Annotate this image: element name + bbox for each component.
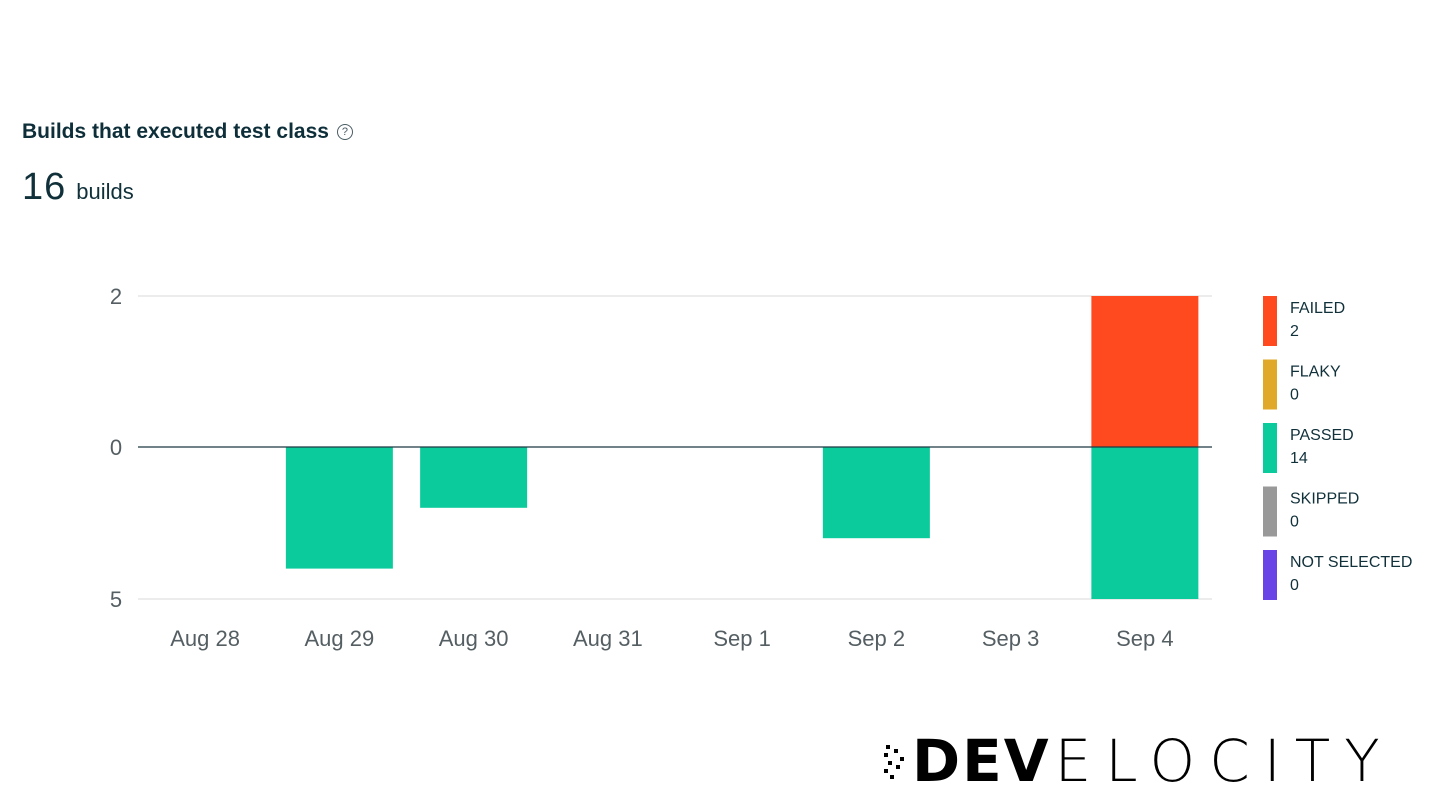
legend-label: FLAKY: [1290, 364, 1341, 381]
elephant-logo-icon: [884, 745, 904, 779]
x-tick-label: Sep 4: [1116, 626, 1174, 651]
section-heading: Builds that executed test class ?: [22, 120, 353, 144]
total-unit: builds: [76, 179, 134, 204]
question-circle-icon[interactable]: ?: [336, 124, 353, 140]
brand-logo: DEV ELOCITY: [884, 727, 1394, 795]
legend-swatch: [1263, 423, 1277, 473]
bar-failed: [1091, 296, 1199, 447]
legend-count: 0: [1290, 514, 1299, 531]
section-title: Builds that executed test class: [22, 120, 329, 143]
legend-count: 0: [1290, 387, 1299, 404]
legend-count: 0: [1290, 577, 1299, 594]
legend-swatch: [1263, 359, 1277, 410]
x-tick-label: Aug 30: [439, 626, 509, 651]
x-tick-label: Sep 1: [713, 626, 771, 651]
y-tick-label: 5: [110, 587, 122, 612]
brand-rest: ELOCITY: [1054, 727, 1394, 795]
legend-swatch: [1263, 550, 1277, 600]
builds-chart: Aug 28 Aug 29 Aug 30 Aug 31 Sep 1 Sep 2 Sep 3 S…: [110, 284, 1413, 651]
y-tick-label: 0: [110, 435, 122, 460]
bar-passed: [822, 447, 930, 539]
legend-label: FAILED: [1290, 300, 1345, 317]
bar-passed: [1091, 447, 1199, 599]
legend-count: 2: [1290, 323, 1299, 340]
legend-label: PASSED: [1290, 427, 1354, 444]
y-tick-label: 2: [110, 284, 122, 309]
legend-label: NOT SELECTED: [1290, 554, 1412, 571]
x-tick-label: Aug 29: [305, 626, 375, 651]
legend-label: SKIPPED: [1290, 491, 1359, 508]
x-tick-label: Sep 3: [982, 626, 1040, 651]
legend-swatch: [1263, 296, 1277, 346]
total-builds: 16 builds: [22, 166, 134, 209]
bar-passed: [285, 447, 393, 569]
x-tick-label: Sep 2: [848, 626, 906, 651]
brand-mark: DEV: [912, 727, 1051, 795]
legend-count: 14: [1290, 450, 1308, 467]
legend-swatch: [1263, 486, 1277, 537]
total-count: 16: [22, 166, 67, 208]
x-tick-label: Aug 31: [573, 626, 643, 651]
x-tick-label: Aug 28: [170, 626, 240, 651]
bar-passed: [420, 447, 528, 508]
